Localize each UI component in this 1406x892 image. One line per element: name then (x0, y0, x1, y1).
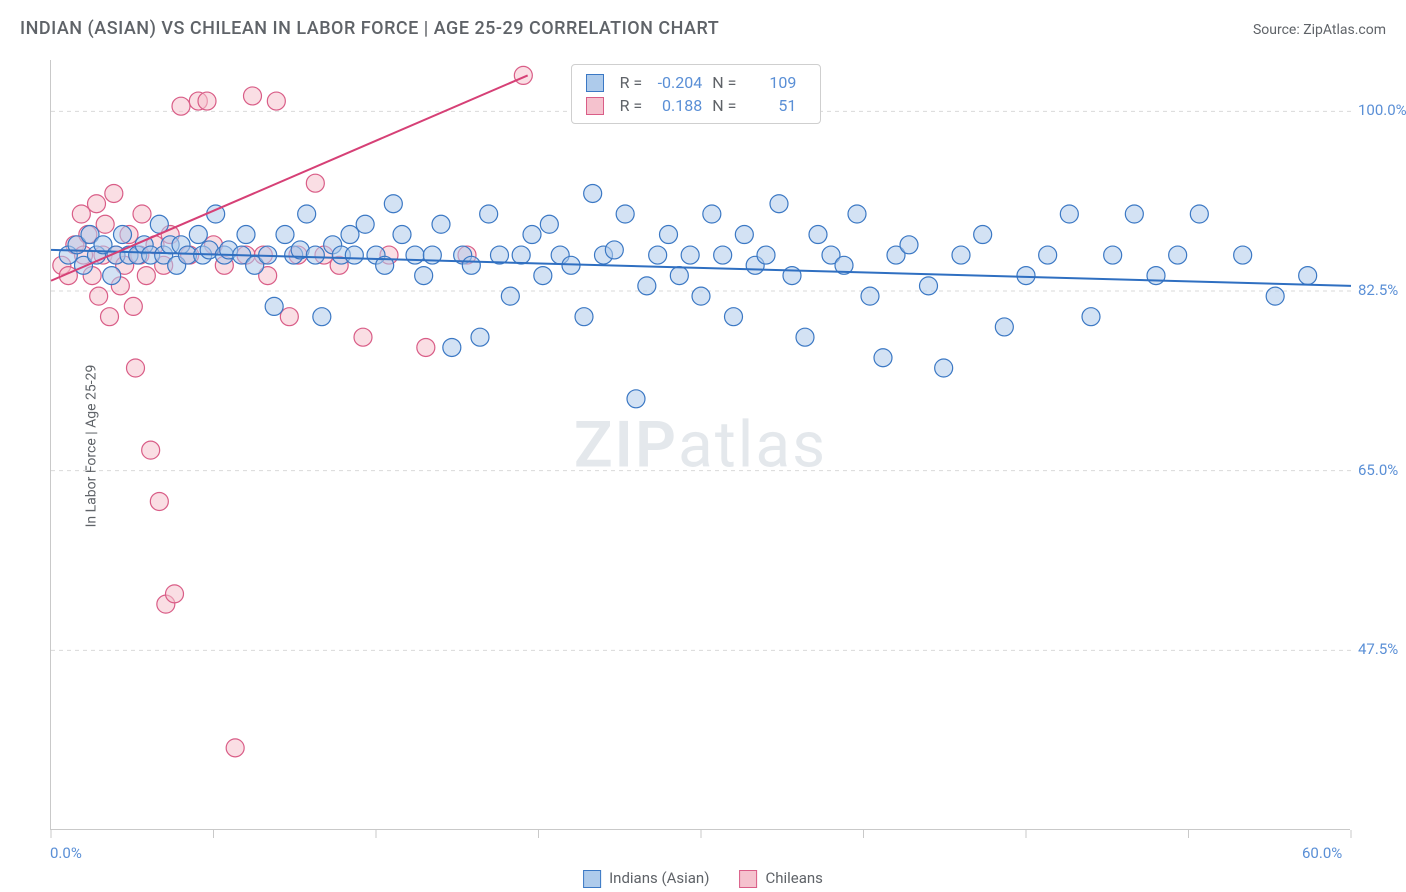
stats-n-label: N = (712, 96, 736, 115)
legend-label: Chileans (765, 869, 822, 887)
stats-r-label: R = (620, 73, 643, 92)
x-tick-label: 60.0% (1302, 844, 1342, 862)
chart-container: INDIAN (ASIAN) VS CHILEAN IN LABOR FORCE… (0, 0, 1406, 892)
legend-bottom: Indians (Asian) Chileans (583, 869, 823, 888)
stats-r-value: -0.204 (652, 73, 702, 92)
stats-box: R = -0.204 N = 109 R = 0.188 N = 51 (571, 64, 822, 124)
legend-label: Indians (Asian) (609, 869, 709, 887)
y-tick-label: 100.0% (1358, 101, 1400, 119)
legend-swatch (739, 870, 757, 888)
stats-r-label: R = (620, 96, 643, 115)
stats-swatch (586, 74, 604, 92)
y-tick-label: 82.5% (1358, 281, 1400, 299)
y-tick-label: 47.5% (1358, 640, 1400, 658)
chart-title: INDIAN (ASIAN) VS CHILEAN IN LABOR FORCE… (20, 18, 719, 39)
stats-swatch (586, 97, 604, 115)
source-label: Source: ZipAtlas.com (1253, 22, 1386, 38)
stats-n-label: N = (712, 73, 736, 92)
plot-area: ZIPatlas R =-0.204N =109R =0.188N =51 (50, 60, 1350, 830)
x-tick-label: 0.0% (50, 844, 82, 862)
legend-item: Indians (Asian) (583, 869, 709, 888)
header-row: INDIAN (ASIAN) VS CHILEAN IN LABOR FORCE… (20, 18, 1386, 39)
stats-r-value: 0.188 (652, 96, 702, 115)
legend-item: Chileans (739, 869, 822, 888)
legend-swatch (583, 870, 601, 888)
stats-n-value: 109 (746, 73, 796, 92)
stats-n-value: 51 (746, 96, 796, 115)
y-tick-label: 65.0% (1358, 461, 1400, 479)
plot-svg (51, 60, 1351, 840)
